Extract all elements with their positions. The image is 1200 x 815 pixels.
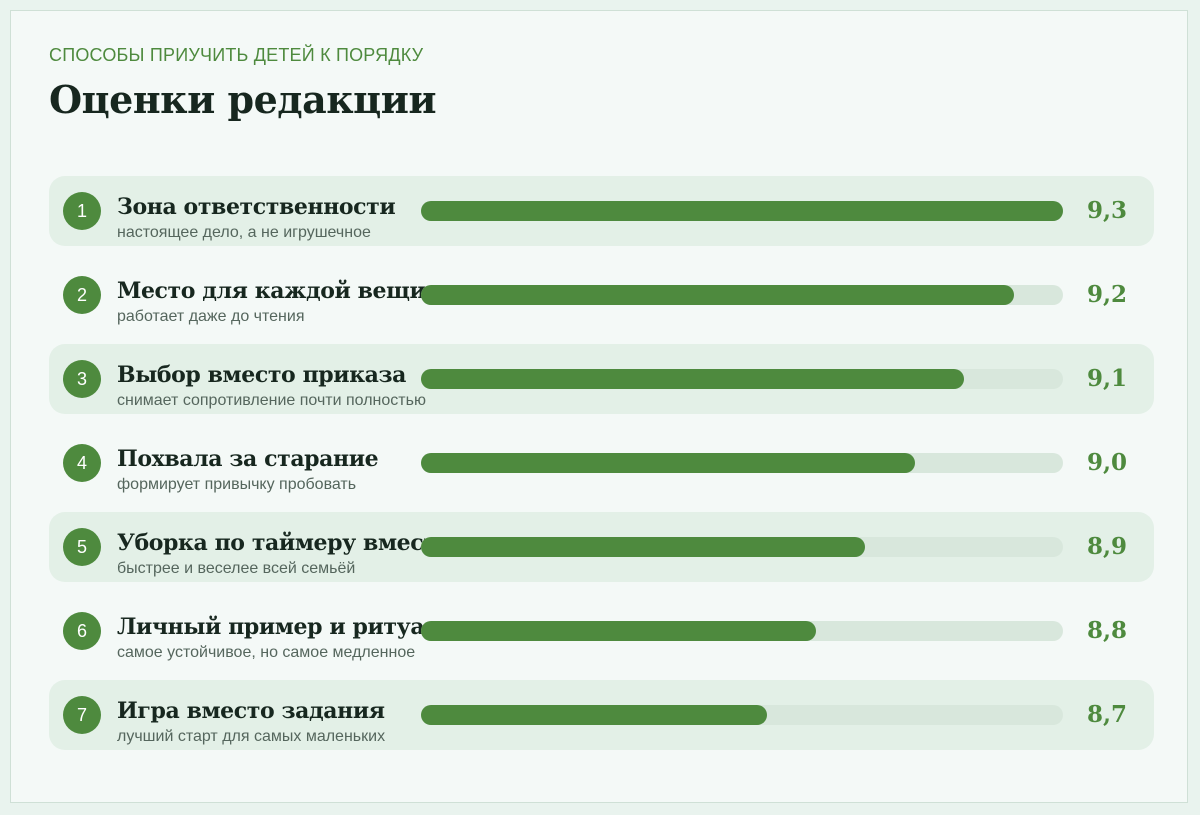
bar-fill [421, 537, 866, 557]
item-name: Похвала за старание [117, 446, 379, 472]
rating-row: 7 Игра вместо задания лучший старт для сам… [49, 680, 1154, 750]
bar-track [421, 705, 1063, 725]
rating-row: 4 Похвала за старание формирует привычку п… [49, 428, 1154, 498]
rating-row: 2 Место для каждой вещи работает даже до ч… [49, 260, 1154, 330]
bar-track [421, 285, 1063, 305]
item-name: Уборка по таймеру вместе [117, 530, 451, 556]
ratings-card: СПОСОБЫ ПРИУЧИТЬ ДЕТЕЙ К ПОРЯДКУ Оценки … [10, 10, 1188, 803]
value-label: 9,3 [1087, 197, 1128, 224]
rank-badge: 3 [63, 360, 101, 398]
bar-track [421, 369, 1063, 389]
item-description: формирует привычку пробовать [117, 476, 357, 493]
bar-track [421, 453, 1063, 473]
value-label: 9,0 [1087, 449, 1128, 476]
value-label: 8,9 [1087, 533, 1128, 560]
bar-track [421, 621, 1063, 641]
bar-fill [421, 621, 817, 641]
page-title: Оценки редакции [49, 77, 437, 122]
value-label: 8,7 [1087, 701, 1128, 728]
bar-fill [421, 453, 915, 473]
rating-row: 5 Уборка по таймеру вместе быстрее и весел… [49, 512, 1154, 582]
ratings-list: 1 Зона ответственности настоящее дело, а н… [49, 176, 1154, 764]
value-label: 9,2 [1087, 281, 1128, 308]
rating-row: 3 Выбор вместо приказа снимает сопротивлен… [49, 344, 1154, 414]
item-name: Личный пример и ритуал [117, 614, 440, 640]
item-description: лучший старт для самых маленьких [117, 728, 386, 745]
rank-badge: 5 [63, 528, 101, 566]
item-name: Выбор вместо приказа [117, 362, 407, 388]
rank-badge: 2 [63, 276, 101, 314]
bar-fill [421, 201, 1063, 221]
bar-fill [421, 369, 965, 389]
item-description: работает даже до чтения [117, 308, 305, 325]
rating-row: 6 Личный пример и ритуал самое устойчивое,… [49, 596, 1154, 666]
item-name: Игра вместо задания [117, 698, 385, 724]
rank-badge: 4 [63, 444, 101, 482]
rank-badge: 7 [63, 696, 101, 734]
value-label: 8,8 [1087, 617, 1128, 644]
item-name: Место для каждой вещи [117, 278, 426, 304]
item-description: снимает сопротивление почти полностью [117, 392, 426, 409]
item-description: быстрее и веселее всей семьёй [117, 560, 356, 577]
bar-fill [421, 705, 767, 725]
value-label: 9,1 [1087, 365, 1128, 392]
bar-track [421, 537, 1063, 557]
item-description: самое устойчивое, но самое медленное [117, 644, 416, 661]
kicker-label: СПОСОБЫ ПРИУЧИТЬ ДЕТЕЙ К ПОРЯДКУ [49, 45, 424, 65]
bar-track [421, 201, 1063, 221]
bar-fill [421, 285, 1014, 305]
item-name: Зона ответственности [117, 194, 396, 220]
rank-badge: 6 [63, 612, 101, 650]
rating-row: 1 Зона ответственности настоящее дело, а н… [49, 176, 1154, 246]
item-description: настоящее дело, а не игрушечное [117, 224, 371, 241]
rank-badge: 1 [63, 192, 101, 230]
